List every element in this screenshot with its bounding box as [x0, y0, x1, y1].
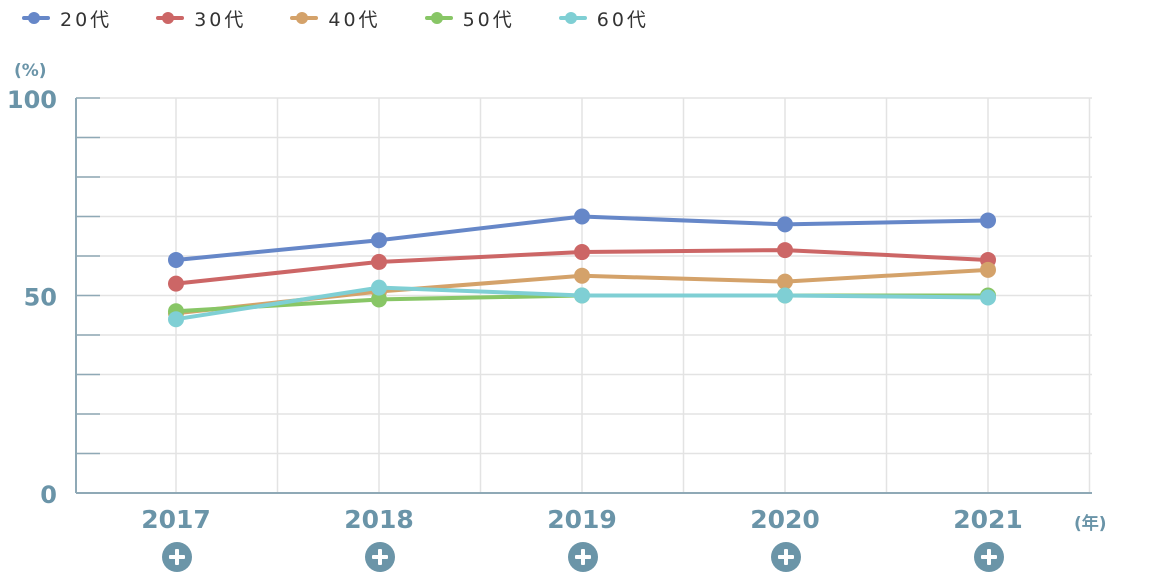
- plus-vertical-bar: [987, 549, 991, 565]
- legend-swatch: [290, 12, 319, 24]
- chart-legend: 20代 30代 40代 50代 60代: [22, 4, 693, 32]
- data-point[interactable]: [574, 208, 590, 225]
- legend-item[interactable]: 20代: [22, 5, 112, 32]
- legend-swatch: [558, 12, 587, 24]
- plus-vertical-bar: [378, 549, 382, 565]
- legend-label: 60代: [596, 8, 649, 31]
- x-tick-label: 2018: [344, 505, 414, 534]
- data-point[interactable]: [371, 232, 387, 249]
- button-layer: [162, 542, 1004, 572]
- x-tick-label: 2020: [750, 505, 820, 534]
- legend-swatch: [156, 12, 185, 24]
- plus-vertical-bar: [175, 549, 179, 565]
- x-axis-unit-label: (年): [1074, 513, 1107, 534]
- axis-layer: [75, 97, 1092, 494]
- data-point[interactable]: [777, 287, 793, 304]
- data-point[interactable]: [980, 289, 996, 306]
- label-layer: 0 50 100 2017 2018 2019 2020 2021: [7, 86, 1023, 534]
- x-tick-label: 2017: [141, 505, 211, 534]
- data-point[interactable]: [574, 287, 590, 304]
- data-point[interactable]: [777, 216, 793, 233]
- y-tick-label: 0: [40, 481, 57, 509]
- y-tick-label: 100: [7, 86, 57, 114]
- data-point[interactable]: [168, 275, 184, 292]
- x-tick-label: 2019: [547, 505, 617, 534]
- legend-swatch: [22, 12, 50, 24]
- data-point[interactable]: [168, 311, 184, 328]
- expand-year-button[interactable]: [568, 542, 598, 572]
- legend-swatch: [424, 12, 453, 24]
- legend-item[interactable]: 30代: [156, 5, 246, 32]
- data-point[interactable]: [574, 267, 590, 284]
- legend-label: 30代: [194, 8, 247, 31]
- expand-year-button[interactable]: [771, 542, 801, 572]
- data-point[interactable]: [371, 279, 387, 296]
- expand-year-button[interactable]: [365, 542, 395, 572]
- data-point[interactable]: [371, 291, 387, 308]
- data-point[interactable]: [980, 261, 996, 278]
- series-layer: [168, 208, 996, 328]
- legend-label: 20代: [60, 8, 113, 31]
- plus-vertical-bar: [784, 549, 788, 565]
- expand-year-button[interactable]: [974, 542, 1004, 572]
- legend-label: 40代: [328, 8, 381, 31]
- data-point[interactable]: [168, 251, 184, 268]
- data-point[interactable]: [980, 212, 996, 229]
- data-point[interactable]: [777, 242, 793, 259]
- series-20代: [168, 208, 996, 268]
- data-point[interactable]: [371, 253, 387, 270]
- series-60代: [168, 279, 996, 328]
- legend-label: 50代: [462, 8, 515, 31]
- legend-item[interactable]: 60代: [558, 5, 649, 32]
- x-tick-label: 2021: [953, 505, 1023, 534]
- plus-vertical-bar: [581, 549, 585, 565]
- data-point[interactable]: [777, 273, 793, 290]
- series-30代: [168, 242, 996, 292]
- y-tick-label: 50: [24, 284, 57, 312]
- legend-item[interactable]: 50代: [424, 5, 515, 32]
- legend-item[interactable]: 40代: [290, 5, 380, 32]
- y-axis-unit-label: (%): [14, 61, 47, 81]
- data-point[interactable]: [574, 244, 590, 261]
- expand-year-button[interactable]: [162, 542, 192, 572]
